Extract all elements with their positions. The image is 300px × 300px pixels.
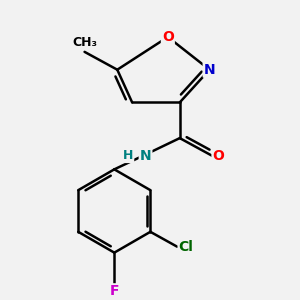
Text: O: O bbox=[162, 30, 174, 44]
Text: O: O bbox=[212, 149, 224, 163]
Text: H: H bbox=[123, 149, 134, 163]
Text: N: N bbox=[204, 63, 215, 77]
Text: F: F bbox=[110, 284, 119, 298]
Text: N: N bbox=[140, 149, 152, 163]
Text: Cl: Cl bbox=[178, 240, 194, 254]
Text: CH₃: CH₃ bbox=[72, 36, 97, 49]
